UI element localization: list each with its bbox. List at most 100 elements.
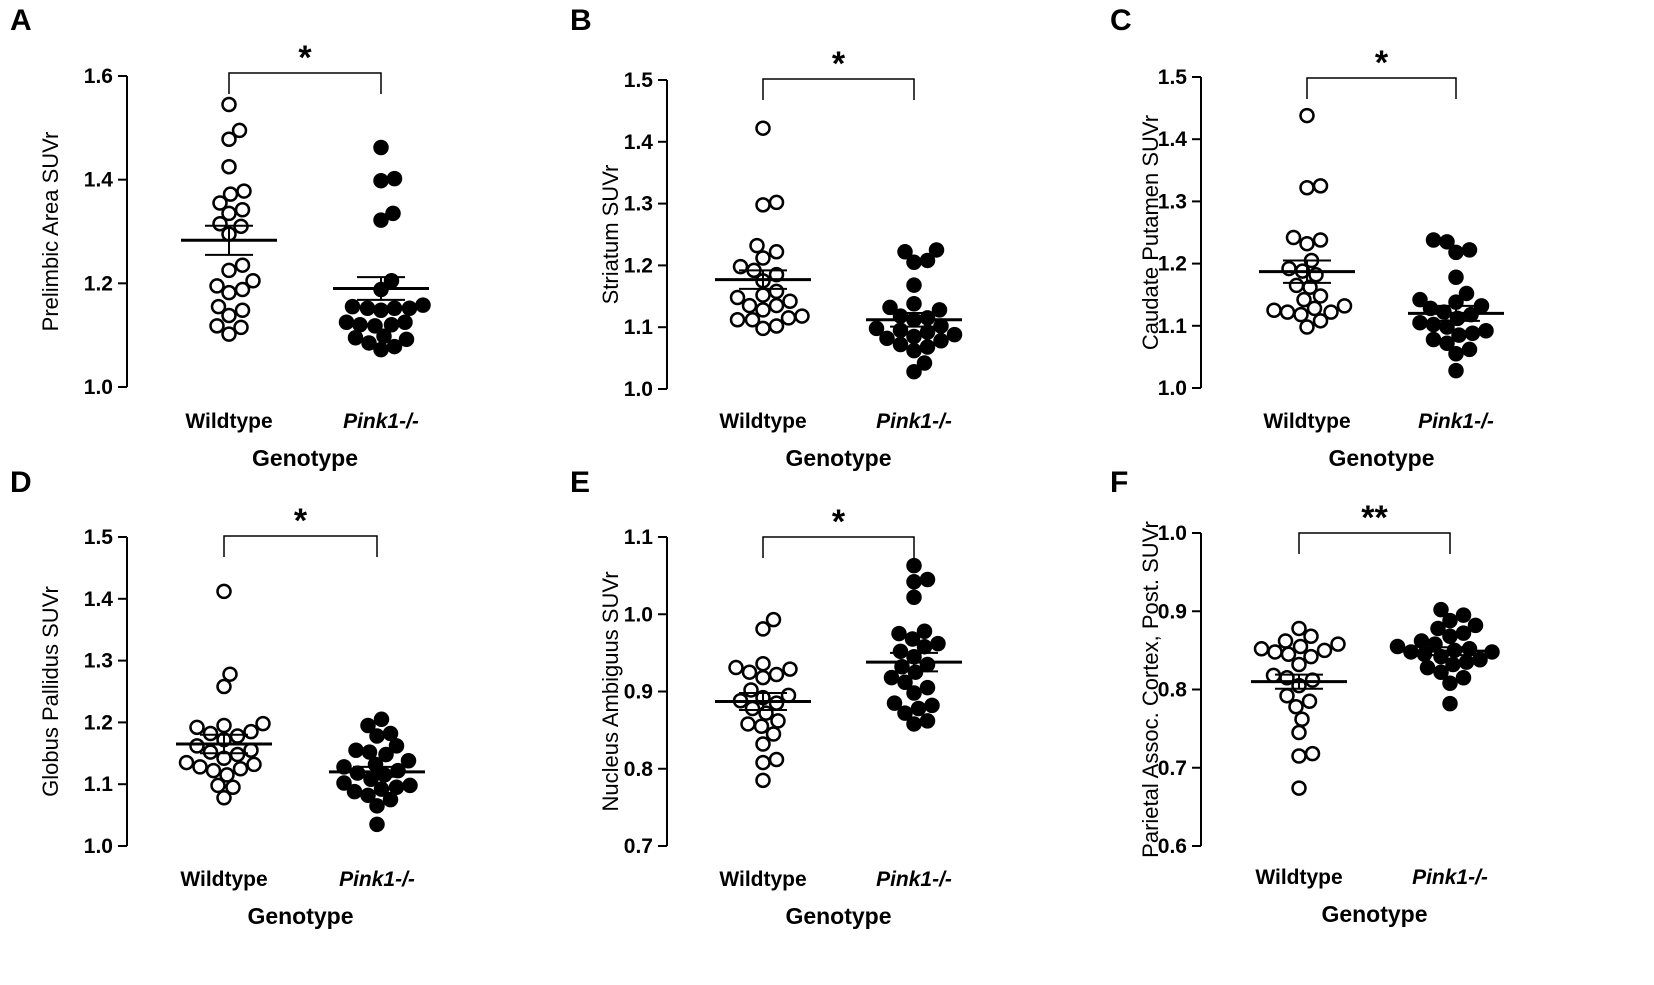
data-point-filled	[906, 342, 922, 359]
data-point-filled	[916, 623, 933, 639]
data-point-open	[245, 272, 261, 289]
y-tick-label: 1.4	[84, 588, 114, 611]
data-point-filled	[916, 355, 933, 371]
y-tick-label: 0.9	[624, 681, 653, 704]
data-point-filled	[931, 302, 948, 318]
significance-bracket	[1298, 532, 1451, 554]
data-point-filled	[347, 330, 364, 346]
data-point-filled	[919, 252, 936, 269]
data-point-open	[246, 756, 262, 773]
data-point-filled	[367, 318, 383, 334]
data-point-filled	[400, 752, 417, 769]
data-point-open	[1288, 698, 1304, 715]
data-point-open	[755, 772, 771, 789]
data-point-open	[216, 583, 232, 600]
data-point-open	[758, 705, 774, 721]
y-axis-title: Caudate Putamen SUVr	[1138, 115, 1163, 350]
y-tick-label: 1.4	[84, 169, 114, 192]
data-point-open	[1291, 748, 1307, 764]
data-point-filled	[891, 625, 907, 642]
y-tick-label: 1.1	[84, 773, 114, 796]
y-tick-label: 1.4	[624, 131, 654, 154]
data-point-open	[1303, 628, 1319, 645]
y-tick-label: 0.6	[1158, 835, 1187, 858]
data-point-filled	[382, 725, 399, 742]
data-point-filled	[1448, 362, 1464, 379]
data-point-filled	[924, 697, 940, 714]
data-point-open	[1330, 636, 1346, 652]
data-point-open	[765, 726, 782, 742]
data-point-open	[178, 754, 195, 771]
data-point-filled	[928, 242, 945, 258]
data-point-filled	[906, 328, 922, 345]
x-category-label: Wildtype	[1255, 866, 1342, 889]
data-point-open	[768, 695, 785, 711]
data-point-open	[225, 779, 241, 796]
data-point-filled	[336, 775, 352, 791]
data-point-open	[765, 611, 782, 628]
data-point-open	[1285, 229, 1302, 246]
data-point-open	[221, 307, 237, 324]
data-point-open	[1280, 646, 1297, 663]
significance-bracket	[228, 72, 382, 94]
data-point-open	[768, 266, 785, 283]
y-tick-label: 1.0	[624, 603, 653, 626]
y-tick-label: 1.6	[84, 65, 113, 88]
data-point-filled	[1451, 327, 1467, 343]
data-point-filled	[897, 705, 913, 721]
data-point-open	[1312, 313, 1329, 329]
panel-a: A 1.0 1.2 1.4 1.6 Prelimbic Area SUVr Wildtype…	[10, 4, 431, 471]
data-point-filled	[946, 326, 963, 343]
data-point-open	[729, 312, 746, 328]
data-point-open	[243, 742, 259, 758]
data-point-open	[243, 723, 259, 740]
data-point-filled	[346, 783, 363, 800]
data-point-open	[216, 717, 232, 734]
y-tick-label: 1.0	[84, 835, 113, 858]
data-point-open	[755, 250, 771, 266]
data-point-filled	[360, 787, 376, 804]
data-point-open	[743, 682, 759, 698]
data-point-open	[255, 715, 271, 732]
data-point-open	[192, 759, 208, 775]
x-category-label: Pink1-/-	[876, 868, 952, 891]
significance-bracket	[762, 536, 915, 558]
y-tick-label: 0.9	[1158, 600, 1187, 623]
data-point-filled	[906, 589, 922, 606]
data-point-filled	[919, 679, 936, 696]
x-category-label: Pink1-/-	[1418, 410, 1494, 433]
data-point-open	[210, 298, 227, 315]
data-point-filled	[1467, 617, 1484, 634]
data-point-open	[740, 716, 756, 732]
data-point-open	[189, 738, 205, 754]
data-point-open	[216, 678, 232, 695]
data-point-filled	[359, 300, 376, 316]
data-point-open	[1304, 672, 1321, 688]
y-tick-label: 1.5	[624, 69, 654, 92]
data-point-filled	[336, 759, 352, 775]
data-point-open	[234, 302, 251, 319]
y-tick-label: 1.0	[624, 378, 653, 401]
significance-bracket	[1306, 77, 1457, 99]
data-point-open	[780, 310, 797, 326]
data-point-open	[209, 278, 225, 294]
data-point-open	[1299, 235, 1315, 252]
significance-bracket	[223, 535, 378, 557]
data-point-open	[770, 713, 786, 729]
data-point-open	[229, 746, 246, 763]
data-point-filled	[919, 339, 936, 355]
data-point-filled	[897, 674, 913, 690]
data-point-open	[749, 237, 765, 254]
data-point-filled	[373, 711, 390, 728]
data-point-filled	[1427, 636, 1443, 652]
data-point-open	[755, 669, 771, 686]
y-tick-label: 1.2	[84, 711, 113, 734]
data-point-open	[755, 287, 771, 303]
data-point-filled	[367, 756, 384, 773]
data-point-filled	[886, 695, 903, 711]
data-point-filled	[919, 324, 936, 340]
significance-label: *	[832, 503, 846, 541]
y-tick-label: 1.1	[1158, 315, 1188, 338]
